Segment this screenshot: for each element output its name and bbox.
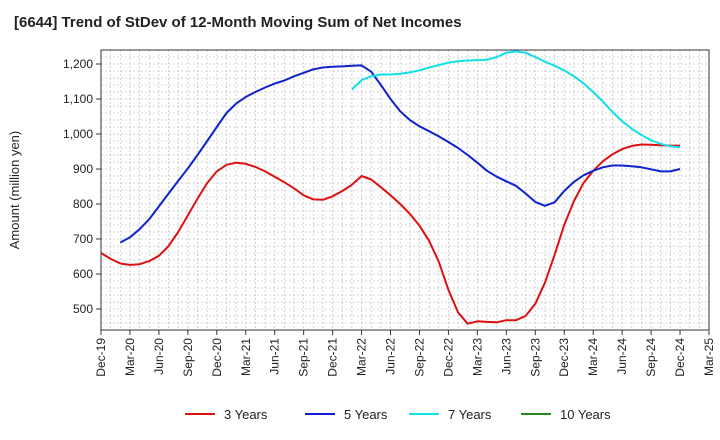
x-tick-label: Dec-24 xyxy=(673,338,687,377)
x-tick-label: Jun-21 xyxy=(268,338,282,375)
y-axis: 500 600 700 800 900 1,000 1,100 1,200 xyxy=(63,57,101,316)
series-lines xyxy=(100,50,681,325)
series-line-7-years xyxy=(351,50,681,149)
x-tick-label: Mar-22 xyxy=(355,338,369,376)
y-tick-label: 700 xyxy=(73,232,93,246)
series-line-5-years xyxy=(119,64,681,244)
x-tick-label: Sep-20 xyxy=(181,338,195,377)
x-tick-label: Sep-24 xyxy=(644,338,658,377)
x-tick-label: Mar-21 xyxy=(239,338,253,376)
y-tick-label: 1,000 xyxy=(63,127,93,141)
x-tick-label: Dec-19 xyxy=(94,338,108,377)
y-tick-label: 600 xyxy=(73,267,93,281)
x-tick-label: Dec-21 xyxy=(326,338,340,377)
x-tick-label: Jun-23 xyxy=(499,338,513,375)
legend-label-10-years: 10 Years xyxy=(560,407,611,422)
x-tick-label: Jun-20 xyxy=(152,338,166,375)
x-tick-label: Mar-23 xyxy=(470,338,484,376)
y-tick-label: 1,200 xyxy=(63,57,93,71)
y-tick-label: 500 xyxy=(73,302,93,316)
x-tick-label: Sep-23 xyxy=(528,338,542,377)
x-tick-label: Mar-25 xyxy=(702,338,716,376)
x-tick-label: Sep-22 xyxy=(412,338,426,377)
x-tick-label: Jun-24 xyxy=(615,338,629,375)
y-tick-label: 900 xyxy=(73,162,93,176)
y-tick-label: 800 xyxy=(73,197,93,211)
chart-title: [6644] Trend of StDev of 12-Month Moving… xyxy=(14,14,462,31)
x-tick-label: Sep-21 xyxy=(297,338,311,377)
legend-label-7-years: 7 Years xyxy=(448,407,492,422)
grid-lines xyxy=(100,49,710,331)
x-tick-label: Mar-24 xyxy=(586,338,600,376)
legend-label-3-years: 3 Years xyxy=(224,407,268,422)
series-line-3-years xyxy=(100,143,680,325)
plot-frame xyxy=(100,49,710,331)
y-tick-label: 1,100 xyxy=(63,92,93,106)
x-tick-label: Dec-22 xyxy=(441,338,455,377)
y-axis-label: Amount (million yen) xyxy=(7,131,22,250)
legend-label-5-years: 5 Years xyxy=(344,407,388,422)
x-tick-label: Jun-22 xyxy=(384,338,398,375)
x-axis: Dec-19 Mar-20 Jun-20 Sep-20 Dec-20 Mar-21 Jun-… xyxy=(94,330,716,377)
x-tick-label: Mar-20 xyxy=(123,338,137,376)
x-tick-label: Dec-20 xyxy=(210,338,224,377)
x-tick-label: Dec-23 xyxy=(557,338,571,377)
legend: 3 Years 5 Years 7 Years 10 Years xyxy=(185,407,611,422)
